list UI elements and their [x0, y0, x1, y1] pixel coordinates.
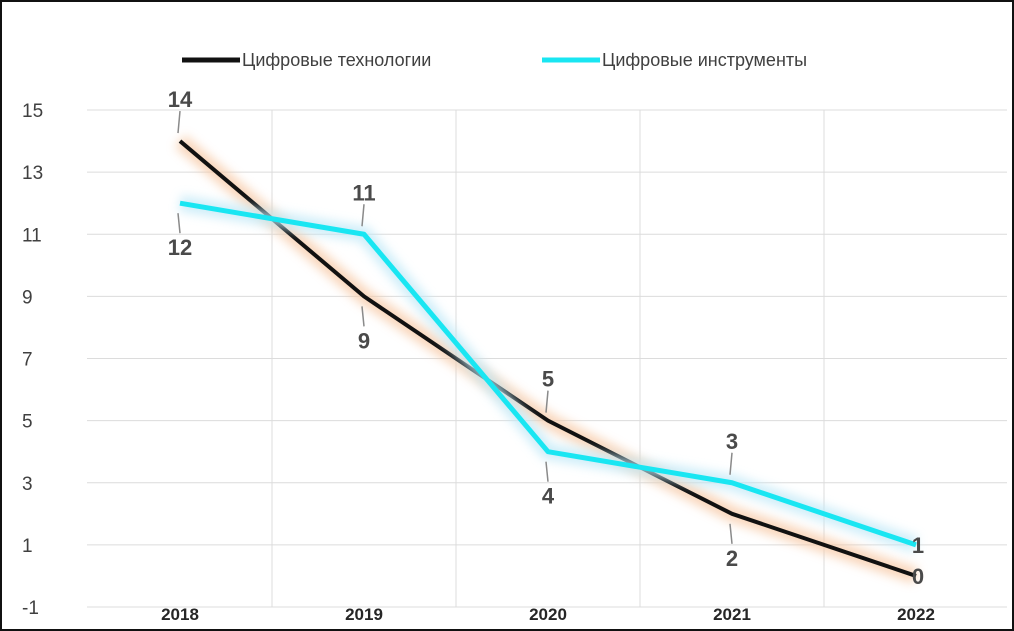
y-tick-label: 13	[22, 163, 43, 184]
data-labels: 14 9 5 2 0 12 11 4 3 1	[168, 87, 924, 589]
leader-line	[177, 110, 181, 134]
leader-line	[729, 523, 733, 544]
legend: Цифровые технологии Цифровые инструменты	[182, 50, 807, 70]
leader-line	[177, 213, 181, 234]
x-axis-ticks: 2018 2019 2020 2021 2022	[161, 605, 935, 624]
x-tick-label: 2021	[713, 605, 751, 624]
series-0-line	[178, 139, 917, 578]
y-tick-label: 11	[22, 225, 42, 246]
gridlines	[87, 109, 1007, 608]
x-tick-label: 2019	[345, 605, 383, 624]
series-lines	[174, 134, 919, 584]
legend-label-0: Цифровые технологии	[242, 50, 431, 70]
x-tick-label: 2020	[529, 605, 567, 624]
legend-label-1: Цифровые инструменты	[602, 50, 807, 70]
data-label: 4	[542, 484, 555, 509]
y-tick-label: 9	[22, 287, 33, 308]
y-tick-label: 15	[22, 101, 43, 122]
x-tick-label: 2022	[897, 605, 935, 624]
leader-line	[361, 204, 365, 227]
data-label: 3	[726, 429, 738, 454]
leader-line	[545, 390, 549, 413]
data-label: 0	[912, 564, 924, 589]
x-tick-label: 2018	[161, 605, 199, 624]
data-label: 14	[168, 87, 193, 112]
y-tick-label: -1	[22, 598, 39, 619]
y-tick-label: 1	[22, 536, 33, 557]
leader-line	[545, 461, 549, 482]
data-label: 11	[352, 180, 375, 205]
data-label: 9	[358, 328, 370, 353]
y-tick-label: 5	[22, 412, 33, 433]
data-label: 2	[726, 546, 738, 571]
data-label: 12	[168, 235, 192, 260]
data-label: 5	[542, 367, 554, 392]
series-1-line	[179, 200, 917, 548]
leader-line	[729, 452, 733, 475]
y-tick-label: 7	[22, 350, 33, 371]
data-label: 1	[912, 533, 924, 558]
leader-line	[361, 306, 365, 327]
y-tick-label: 3	[22, 474, 33, 495]
